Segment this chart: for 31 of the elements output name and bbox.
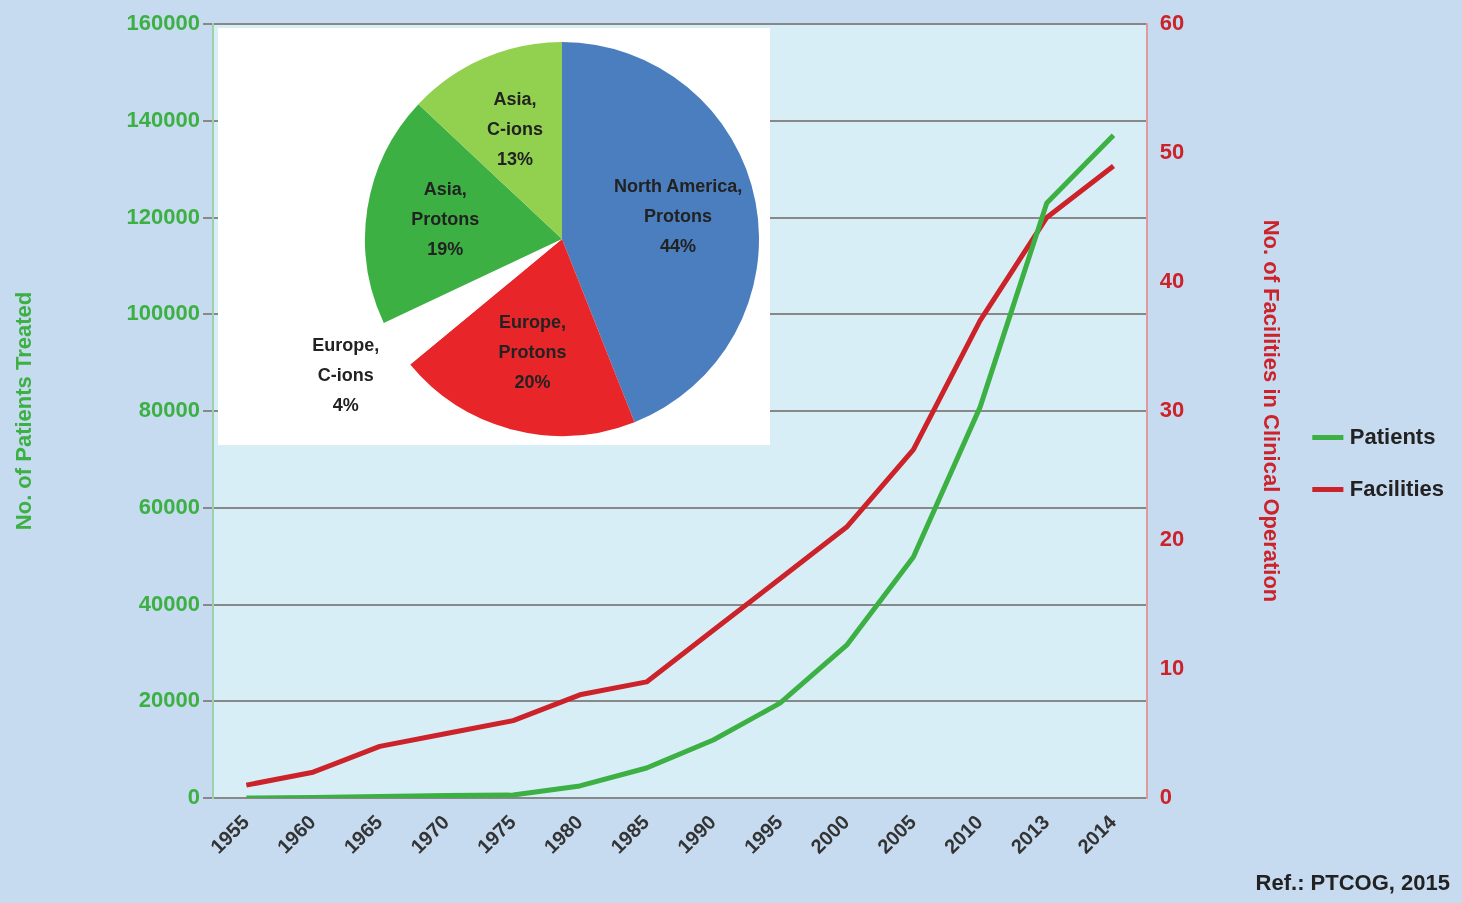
- y-tick-label: 100000: [126, 300, 200, 326]
- y-tick-label: 120000: [126, 203, 200, 229]
- data-label: 13%: [497, 149, 534, 170]
- y-tick-label: 60000: [138, 493, 200, 519]
- data-label: 44%: [660, 235, 697, 256]
- y-tick-label: 20000: [138, 687, 200, 713]
- y2-axis-title: No. of Facilities in Clinical Operation: [1258, 219, 1284, 603]
- slice-label: Asia, C-ions: [487, 89, 544, 140]
- data-label: 20%: [514, 372, 551, 393]
- legend-label: Facilities: [1349, 475, 1444, 501]
- y2-tick-label: 10: [1159, 655, 1185, 681]
- legend-label: Patients: [1349, 423, 1436, 449]
- data-label: 4%: [332, 395, 359, 416]
- y-tick-label: 160000: [126, 10, 200, 36]
- slice-label: North America, Protons: [613, 175, 743, 226]
- y2-tick-label: 30: [1159, 397, 1185, 423]
- y-tick-label: 40000: [138, 590, 200, 616]
- y2-tick-label: 60: [1159, 10, 1185, 36]
- y2-tick-label: 0: [1159, 784, 1173, 810]
- slice-label: Europe, C-ions: [312, 335, 380, 386]
- y-tick-label: 0: [187, 784, 200, 810]
- data-label: 19%: [427, 239, 464, 260]
- slice-label: Asia, Protons: [411, 179, 480, 230]
- slice-label: Europe, Protons: [498, 312, 567, 363]
- y2-tick-label: 20: [1159, 526, 1185, 552]
- text: Ref.: PTCOG, 2015: [1255, 870, 1450, 895]
- y-tick-label: 140000: [126, 106, 200, 132]
- y-axis-title: No. of Patients Treated: [11, 291, 37, 531]
- y-tick-label: 80000: [138, 397, 200, 423]
- y2-tick-label: 40: [1159, 268, 1185, 294]
- y2-tick-label: 50: [1159, 139, 1185, 165]
